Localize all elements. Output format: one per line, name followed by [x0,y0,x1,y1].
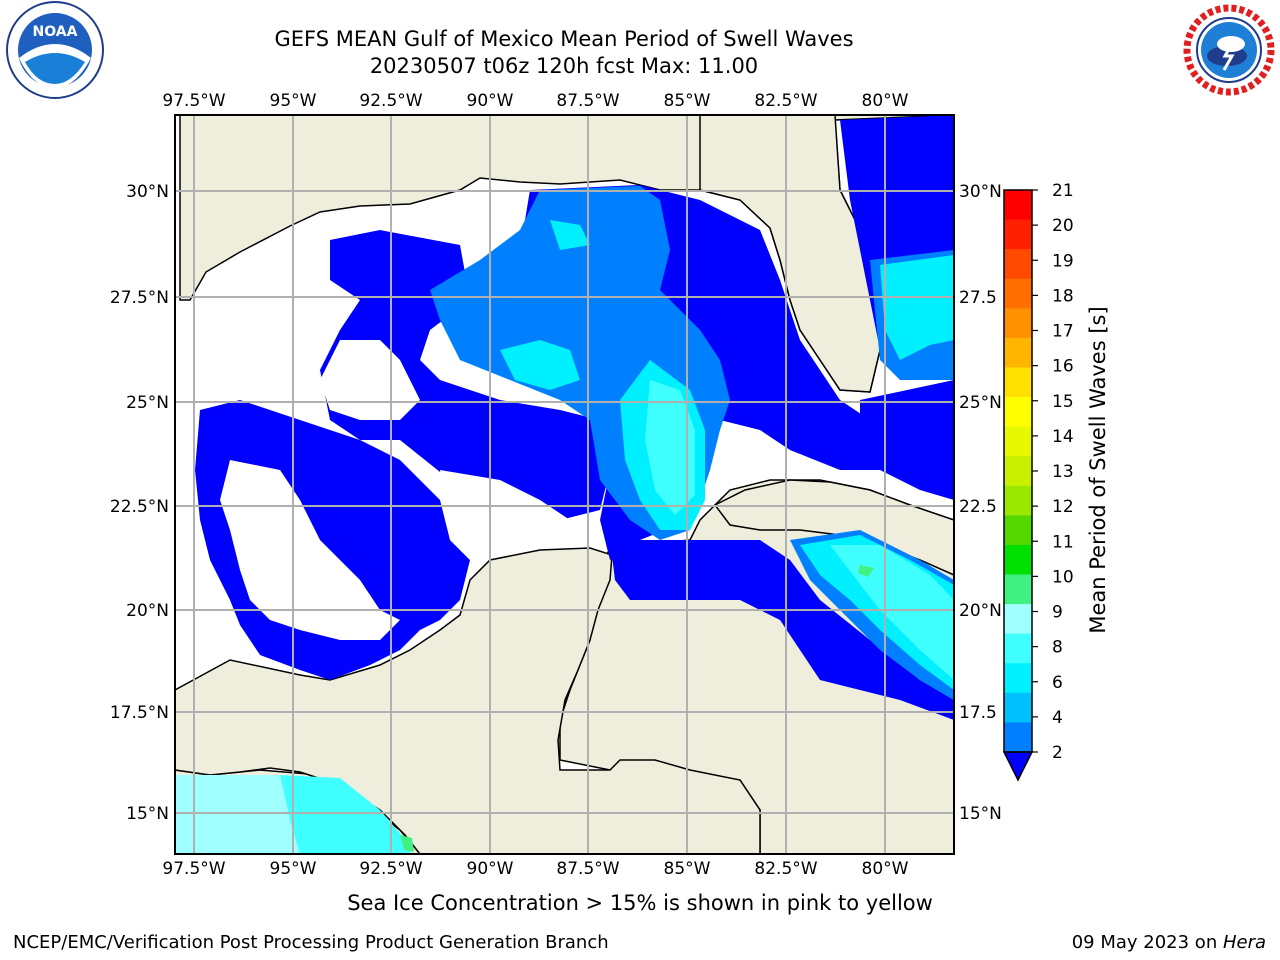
svg-text:NOAA: NOAA [33,24,78,40]
colorbar-swatch [1004,663,1032,694]
lon-labels-bottom: 97.5°W 95°W 92.5°W 90°W 87.5°W 85°W 82.5… [162,859,908,879]
lat-label: 15°N [126,804,169,824]
lat-label: 20°N [126,601,169,621]
colorbar-tick-label: 11 [1052,532,1074,552]
colorbar-swatch [1004,397,1032,428]
colorbar-tick-label: 15 [1052,392,1074,412]
colorbar-swatch [1004,337,1032,368]
colorbar-swatch [1004,249,1032,280]
map-subtitle: 20230507 t06z 120h fcst Max: 11.00 [369,54,759,78]
colorbar-tick-label: 18 [1052,286,1074,306]
colorbar-swatch [1004,278,1032,309]
lon-label: 97.5°W [162,91,225,111]
lon-label: 87.5°W [556,91,619,111]
lon-labels-top: 97.5°W 95°W 92.5°W 90°W 87.5°W 85°W 82.5… [162,91,908,111]
lon-label: 80°W [862,91,909,111]
lat-label: 30°N [126,182,169,202]
lon-label: 95°W [270,859,317,879]
nws-logo [1181,2,1277,98]
colorbar-swatch [1004,633,1032,664]
colorbar-tick-label: 13 [1052,462,1074,482]
lon-label: 82.5°W [754,859,817,879]
colorbar-tick-label: 4 [1052,708,1063,728]
colorbar-swatch [1004,722,1032,753]
footer-credit: NCEP/EMC/Verification Post Processing Pr… [13,932,609,953]
cuba-land [713,479,954,576]
colorbar-swatch [1004,604,1032,635]
colorbar-swatch [1004,367,1032,398]
footer-date-text: 09 May 2023 on [1071,932,1223,953]
lon-label: 92.5°W [359,859,422,879]
map-frame [174,114,955,855]
colorbar-label: Mean Period of Swell Waves [s] [1086,306,1110,633]
colorbar-tick-label: 17 [1052,322,1074,342]
colorbar-swatch [1004,456,1032,487]
colorbar-swatch [1004,308,1032,339]
colorbar-swatch [1004,515,1032,546]
colorbar-swatch [1004,574,1032,605]
colorbar-tick-label: 2 [1052,743,1063,763]
colorbar-swatch [1004,426,1032,457]
colorbar-tick-label: 19 [1052,251,1074,271]
colorbar-extend-arrow [1002,751,1034,782]
lat-label: 17.5 [959,703,997,723]
lat-label: 22.5 [959,497,997,517]
colorbar: 21 20 19 18 17 16 15 14 13 12 11 10 9 8 6 4 2 [1002,181,1074,782]
lon-label: 82.5°W [754,91,817,111]
footer-date: 09 May 2023 on Hera [1072,932,1266,953]
lon-label: 85°W [664,859,711,879]
colorbar-tick-label: 10 [1052,567,1074,587]
lon-label: 87.5°W [556,859,619,879]
colorbar-tick-label: 16 [1052,357,1074,377]
colorbar-swatch [1004,190,1032,221]
lat-labels-right: 30°N 27.5 25°N 22.5 20°N 17.5 15°N [959,182,1002,824]
colorbar-tick-label: 6 [1052,673,1063,693]
sea-ice-caption: Sea Ice Concentration > 15% is shown in … [347,891,933,915]
map-title: GEFS MEAN Gulf of Mexico Mean Period of … [274,27,854,51]
colorbar-swatch [1004,219,1032,250]
footer-host: Hera [1222,932,1266,953]
lon-label: 97.5°W [162,859,225,879]
colorbar-tick-label: 8 [1052,638,1063,658]
colorbar-swatch [1004,692,1032,723]
lon-label: 80°W [862,859,909,879]
lat-label: 25°N [959,393,1002,413]
colorbar-swatch [1004,485,1032,516]
noaa-logo: NOAA [6,1,104,99]
lon-label: 90°W [467,91,514,111]
colorbar-tick-label: 9 [1052,603,1063,623]
lat-label: 22.5°N [110,497,169,517]
lat-labels-left: 30°N 27.5°N 25°N 22.5°N 20°N 17.5°N 15°N [110,182,169,824]
lat-label: 27.5°N [110,288,169,308]
lat-label: 15°N [959,804,1002,824]
colorbar-swatch [1004,544,1032,576]
lat-label: 27.5 [959,288,997,308]
florida-land [699,115,881,393]
colorbar-tick-label: 14 [1052,427,1074,447]
lat-label: 25°N [126,393,169,413]
lat-label: 30°N [959,182,1002,202]
lat-label: 17.5°N [110,703,169,723]
lat-label: 20°N [959,601,1002,621]
lon-label: 85°W [664,91,711,111]
lon-label: 90°W [467,859,514,879]
lon-label: 92.5°W [359,91,422,111]
lon-label: 95°W [270,91,317,111]
colorbar-tick-label: 20 [1052,216,1074,236]
colorbar-tick-label: 21 [1052,181,1074,201]
colorbar-tick-label: 12 [1052,497,1074,517]
graticule [175,115,954,854]
